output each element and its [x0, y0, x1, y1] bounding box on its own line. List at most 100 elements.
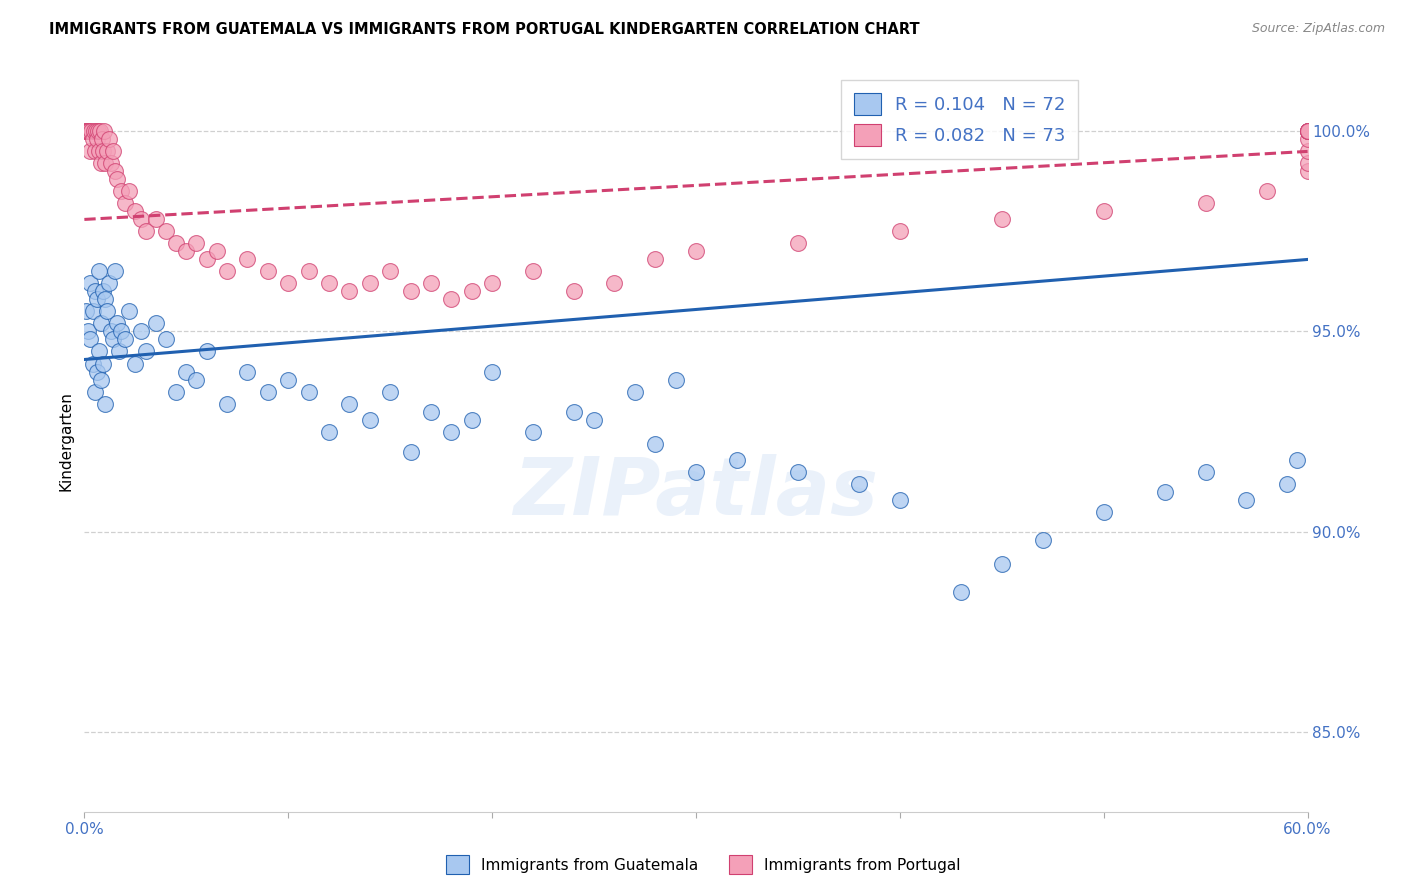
- Point: [562, 404, 585, 418]
- Point: [135, 344, 157, 359]
- Point: [1277, 476, 1299, 491]
- Point: [83, 384, 105, 399]
- Point: [787, 465, 810, 479]
- Point: [77, 325, 100, 339]
- Point: [1256, 185, 1278, 199]
- Point: [110, 325, 132, 339]
- Point: [165, 384, 187, 399]
- Point: [991, 212, 1014, 227]
- Point: [79, 333, 101, 347]
- Point: [86, 132, 108, 146]
- Point: [77, 124, 100, 138]
- Point: [380, 264, 402, 278]
- Point: [1296, 124, 1319, 138]
- Point: [1286, 452, 1309, 467]
- Point: [481, 364, 503, 378]
- Point: [86, 124, 108, 138]
- Point: [186, 236, 208, 251]
- Point: [86, 364, 108, 378]
- Point: [236, 364, 259, 378]
- Point: [118, 185, 141, 199]
- Point: [1154, 484, 1177, 499]
- Point: [145, 317, 167, 331]
- Point: [89, 124, 111, 138]
- Point: [90, 132, 112, 146]
- Point: [562, 285, 585, 299]
- Point: [124, 357, 146, 371]
- Point: [1296, 132, 1319, 146]
- Point: [889, 492, 911, 507]
- Point: [583, 412, 606, 426]
- Point: [100, 156, 122, 170]
- Point: [339, 396, 361, 410]
- Point: [91, 357, 114, 371]
- Point: [104, 164, 127, 178]
- Point: [205, 244, 228, 259]
- Point: [257, 384, 280, 399]
- Point: [339, 285, 361, 299]
- Point: [90, 156, 112, 170]
- Point: [298, 264, 321, 278]
- Point: [82, 357, 104, 371]
- Point: [131, 325, 153, 339]
- Point: [848, 476, 870, 491]
- Point: [97, 132, 120, 146]
- Point: [135, 224, 157, 238]
- Point: [87, 145, 110, 159]
- Point: [83, 145, 105, 159]
- Point: [79, 145, 101, 159]
- Point: [105, 317, 128, 331]
- Point: [108, 344, 131, 359]
- Point: [75, 304, 97, 318]
- Point: [624, 384, 647, 399]
- Point: [644, 252, 666, 267]
- Point: [1296, 124, 1319, 138]
- Text: Source: ZipAtlas.com: Source: ZipAtlas.com: [1251, 22, 1385, 36]
- Point: [217, 396, 239, 410]
- Point: [101, 333, 124, 347]
- Point: [82, 304, 104, 318]
- Point: [90, 317, 112, 331]
- Point: [440, 293, 463, 307]
- Point: [1296, 124, 1319, 138]
- Point: [420, 277, 443, 291]
- Point: [603, 277, 626, 291]
- Point: [91, 285, 114, 299]
- Point: [90, 372, 112, 386]
- Point: [1236, 492, 1258, 507]
- Point: [186, 372, 208, 386]
- Point: [950, 584, 973, 599]
- Point: [100, 325, 122, 339]
- Point: [83, 124, 105, 138]
- Point: [1296, 124, 1319, 138]
- Point: [1296, 156, 1319, 170]
- Point: [79, 124, 101, 138]
- Point: [79, 277, 101, 291]
- Point: [217, 264, 239, 278]
- Point: [359, 412, 381, 426]
- Point: [110, 185, 132, 199]
- Point: [75, 124, 97, 138]
- Point: [725, 452, 748, 467]
- Point: [155, 224, 177, 238]
- Y-axis label: Kindergarten: Kindergarten: [58, 392, 73, 491]
- Point: [75, 124, 97, 138]
- Point: [96, 304, 118, 318]
- Point: [165, 236, 187, 251]
- Point: [298, 384, 321, 399]
- Point: [236, 252, 259, 267]
- Point: [380, 384, 402, 399]
- Point: [1032, 533, 1054, 547]
- Point: [685, 244, 707, 259]
- Point: [399, 444, 422, 458]
- Point: [440, 425, 463, 439]
- Point: [104, 264, 127, 278]
- Point: [174, 364, 197, 378]
- Point: [114, 333, 136, 347]
- Text: ZIPatlas: ZIPatlas: [513, 454, 879, 533]
- Point: [84, 124, 107, 138]
- Point: [461, 285, 484, 299]
- Point: [522, 264, 544, 278]
- Legend: Immigrants from Guatemala, Immigrants from Portugal: Immigrants from Guatemala, Immigrants fr…: [440, 849, 966, 880]
- Point: [105, 172, 128, 186]
